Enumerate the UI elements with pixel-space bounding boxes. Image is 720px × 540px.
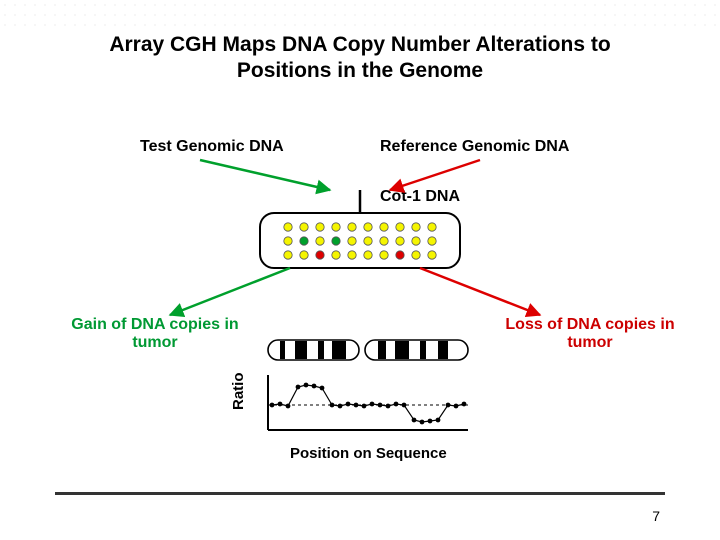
footer-divider (55, 492, 665, 495)
x-axis-label: Position on Sequence (290, 445, 447, 462)
title-line-2: Positions in the Genome (237, 59, 483, 82)
cgh-diagram (0, 150, 720, 450)
background-dots (0, 0, 720, 30)
title-line-1: Array CGH Maps DNA Copy Number Alteratio… (109, 33, 610, 56)
page-number: 7 (652, 508, 660, 524)
page-title: Array CGH Maps DNA Copy Number Alteratio… (0, 32, 720, 85)
y-axis-label: Ratio (230, 373, 247, 411)
